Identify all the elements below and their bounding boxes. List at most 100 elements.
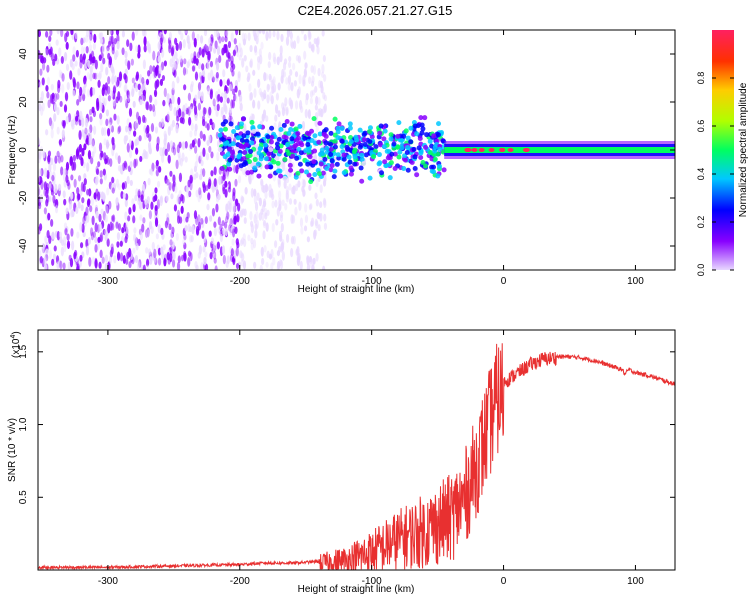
spectrogram-cell	[264, 183, 268, 193]
spectrogram-cell	[76, 81, 80, 90]
spectrogram-cell	[312, 65, 317, 75]
spectrogram-cell	[155, 233, 159, 240]
spectrogram-cell	[323, 74, 327, 82]
spectrogram-cell	[283, 179, 287, 189]
spectrogram-cell	[66, 179, 70, 187]
spectrogram-cell	[265, 222, 269, 232]
spectrogram-cell	[315, 125, 319, 132]
spectrogram-cell	[173, 106, 177, 117]
spectrogram-cell	[111, 187, 115, 194]
spectrogram-cell	[206, 84, 210, 92]
spectrogram-cell	[110, 30, 114, 36]
spectrogram-cell	[218, 55, 222, 64]
spectrogram-cell	[227, 166, 233, 172]
spectrogram-cell	[238, 143, 244, 149]
spectrogram-cell	[222, 254, 226, 265]
spectrogram-cell	[55, 39, 59, 46]
snr-ytick-label: 1.0	[18, 417, 29, 431]
spectrogram-cell	[403, 128, 409, 134]
spectrogram-cell	[235, 262, 240, 270]
spectrogram-cell	[248, 83, 252, 92]
spectrogram-cell	[163, 60, 167, 67]
spectrogram-cell	[183, 252, 187, 262]
spectrogram-cell	[208, 177, 212, 186]
spectrogram-cell	[278, 190, 282, 199]
spectrogram-cell	[86, 71, 91, 80]
spectrogram-cell	[396, 120, 402, 126]
spectrogram-cell	[162, 37, 166, 44]
spectrogram-cell	[317, 108, 321, 117]
spectrogram-cell	[117, 183, 121, 190]
spectrogram-cell	[321, 63, 325, 74]
spectrogram-xtick-label: -300	[98, 276, 118, 287]
spectrogram-cell	[106, 127, 111, 137]
spectrogram-cell	[227, 186, 232, 193]
spectrogram-cell	[282, 156, 288, 162]
spectrogram-cell	[104, 254, 109, 263]
spectrogram-cell	[257, 146, 263, 152]
spectrogram-cell	[69, 156, 73, 167]
spectrogram-cell	[91, 215, 95, 226]
spectrogram-cell	[80, 181, 84, 192]
spectrogram-cell	[401, 165, 407, 171]
spectrogram-cell	[284, 97, 288, 107]
spectrogram-cell	[70, 228, 74, 237]
spectrogram-cell	[284, 118, 290, 124]
spectrogram-cell	[420, 159, 426, 165]
spectrogram-cell	[419, 122, 425, 128]
spectrogram-cell	[38, 138, 41, 146]
spectrogram-cell	[201, 219, 205, 229]
spectrogram-cell	[113, 113, 117, 121]
spectrogram-cell	[96, 101, 100, 112]
spectrogram-cell	[251, 113, 255, 121]
spectrogram-cell	[158, 121, 162, 128]
spectrogram-cell	[127, 215, 131, 222]
spectrogram-cell	[237, 202, 241, 212]
spectrogram-cell	[316, 45, 320, 55]
spectrogram-cell	[162, 244, 166, 251]
spectrogram-cell	[300, 105, 304, 114]
spectrogram-cell	[210, 237, 215, 245]
spectrogram-cell	[221, 228, 225, 235]
spectrogram-cell	[209, 60, 214, 68]
spectrogram-cell	[148, 147, 152, 155]
spectrogram-cell	[83, 143, 87, 151]
spectrogram-cell	[205, 152, 210, 161]
spectrogram-cell	[255, 131, 261, 137]
spectrogram-cell	[228, 107, 233, 114]
spectrogram-cell	[294, 206, 298, 216]
spectrogram-cell	[424, 132, 430, 138]
spectrogram-cell	[219, 96, 223, 103]
spectrogram-cell	[219, 233, 223, 243]
spectrogram-cell	[296, 253, 300, 263]
spectrogram-cell	[309, 128, 315, 134]
spectrogram-cell	[236, 154, 242, 160]
spectrogram-cell	[273, 56, 277, 65]
spectrogram-cell	[285, 233, 290, 243]
spectrogram-cell	[190, 122, 194, 131]
spectrogram-cell	[391, 141, 397, 147]
spectrogram-cell	[200, 262, 204, 270]
spectrogram-cell	[268, 139, 274, 145]
spectrogram-cell	[260, 246, 264, 257]
spectrogram-cell	[261, 212, 265, 221]
spectrogram-cell	[157, 55, 161, 63]
spectrogram-cell	[277, 168, 283, 174]
spectrogram-cell	[58, 152, 62, 160]
spectrogram-cell	[278, 197, 282, 207]
spectrogram-cell	[302, 135, 308, 141]
spectrogram-cell	[419, 130, 425, 136]
spectrogram-cell	[159, 31, 163, 39]
spectrogram-cell	[277, 82, 281, 91]
spectrogram-cell	[112, 99, 116, 107]
spectrogram-cell	[53, 245, 57, 252]
spectrogram-cell	[169, 58, 173, 68]
colorbar-tick-label: 0.4	[696, 168, 706, 181]
spectrogram-cell	[171, 241, 175, 250]
spectrogram-cell	[169, 123, 174, 131]
spectrogram-cell	[166, 178, 170, 186]
spectrogram-cell	[47, 99, 51, 109]
spectrogram-cell	[352, 161, 358, 167]
spectrogram-cell	[221, 47, 225, 56]
spectrogram-cell	[219, 223, 223, 232]
